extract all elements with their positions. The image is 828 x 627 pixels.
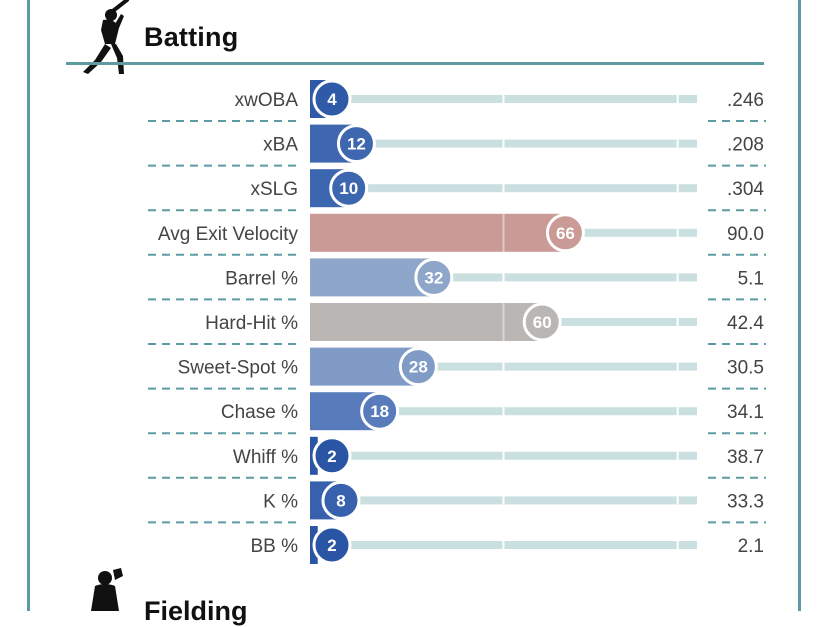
percentile-bubble-hard-hit — [522, 302, 562, 342]
metric-value-xwoba: .246 — [727, 90, 764, 111]
metric-value-xslg: .304 — [727, 179, 764, 200]
percentile-label-chase: 18 — [370, 402, 389, 421]
track-tick-barrel-1 — [676, 273, 679, 282]
metric-label-k: K % — [263, 491, 298, 512]
card-border-left — [27, 0, 30, 611]
bar-barrel — [310, 258, 434, 297]
fielder-silhouette-icon — [91, 568, 123, 611]
metric-value-xba: .208 — [727, 135, 764, 156]
percentile-label-xba: 12 — [347, 135, 366, 154]
percentile-bubble-k — [321, 480, 361, 520]
track-tick-sweet-spot-1 — [676, 362, 679, 371]
metric-label-chase: Chase % — [221, 402, 298, 423]
track-tick-xwoba-0 — [502, 95, 505, 103]
track-tick-xba-0 — [502, 139, 505, 148]
metric-label-bb: BB % — [250, 536, 298, 557]
percentile-label-k: 8 — [336, 491, 345, 510]
track-tick-barrel-0 — [502, 273, 505, 282]
track-tick-k-0 — [502, 496, 505, 505]
metric-label-barrel: Barrel % — [225, 268, 298, 289]
percentile-bubble-xwoba — [312, 79, 352, 119]
percentile-bubble-chase — [360, 391, 400, 431]
metric-value-bb: 2.1 — [738, 536, 764, 557]
percentile-label-xslg: 10 — [339, 179, 358, 198]
bar-midline-avg-exit-velocity — [502, 213, 505, 252]
track-tick-xba-1 — [676, 139, 679, 148]
track-tick-chase-1 — [676, 407, 679, 416]
section-title: Batting — [144, 22, 239, 52]
percentile-label-barrel: 32 — [424, 268, 443, 287]
track-tick-avg-exit-velocity-1 — [676, 228, 679, 237]
percentile-bar-chart: 4 xwOBA .246 12 xBA .208 10 xSLG .304 66 Avg Exit … — [148, 79, 766, 565]
percentile-bubble-barrel — [414, 257, 454, 297]
track-tick-sweet-spot-0 — [502, 362, 505, 371]
metric-value-k: 33.3 — [727, 491, 764, 512]
metric-label-xwoba: xwOBA — [235, 90, 299, 111]
percentile-bubble-xslg — [329, 168, 369, 208]
track-tick-bb-0 — [502, 541, 505, 549]
metric-value-whiff: 38.7 — [727, 447, 764, 468]
percentile-bubble-xba — [336, 124, 376, 164]
metric-label-xslg: xSLG — [250, 179, 298, 200]
track-tick-bb-1 — [676, 541, 679, 549]
percentile-label-avg-exit-velocity: 66 — [556, 224, 575, 243]
track-tick-xwoba-1 — [676, 95, 679, 103]
percentile-label-xwoba: 4 — [327, 90, 337, 109]
batter-silhouette-icon — [83, 0, 129, 74]
track-tick-xslg-0 — [502, 184, 505, 193]
track-tick-hard-hit-1 — [676, 318, 679, 326]
track-tick-k-1 — [676, 496, 679, 505]
metric-label-hard-hit: Hard-Hit % — [205, 313, 298, 334]
metric-value-sweet-spot: 30.5 — [727, 358, 764, 379]
bar-midline-hard-hit — [502, 303, 505, 341]
percentile-label-bb: 2 — [327, 536, 336, 555]
section-divider — [66, 62, 764, 65]
track-tick-whiff-1 — [676, 451, 679, 460]
percentile-label-sweet-spot: 28 — [409, 358, 428, 377]
metric-value-avg-exit-velocity: 90.0 — [727, 224, 764, 245]
track-tick-whiff-0 — [502, 451, 505, 460]
metric-label-xba: xBA — [263, 135, 298, 156]
bar-hard-hit — [310, 303, 543, 341]
percentile-bubble-sweet-spot — [398, 347, 438, 387]
percentile-label-hard-hit: 60 — [533, 313, 552, 332]
metric-value-barrel: 5.1 — [738, 268, 764, 289]
percentile-bubble-whiff — [312, 436, 352, 476]
track-tick-chase-0 — [502, 407, 505, 416]
next-section-title: Fielding — [144, 596, 248, 626]
bar-avg-exit-velocity — [310, 213, 566, 252]
metric-label-sweet-spot: Sweet-Spot % — [178, 358, 298, 379]
track-tick-xslg-1 — [676, 184, 679, 193]
metric-label-avg-exit-velocity: Avg Exit Velocity — [158, 224, 299, 245]
percentile-label-whiff: 2 — [327, 447, 336, 466]
percentile-bubble-bb — [312, 525, 352, 565]
metric-value-chase: 34.1 — [727, 402, 764, 423]
card-border-right — [798, 0, 801, 611]
percentile-bubble-avg-exit-velocity — [545, 213, 585, 253]
metric-label-whiff: Whiff % — [233, 447, 298, 468]
metric-value-hard-hit: 42.4 — [727, 313, 764, 334]
